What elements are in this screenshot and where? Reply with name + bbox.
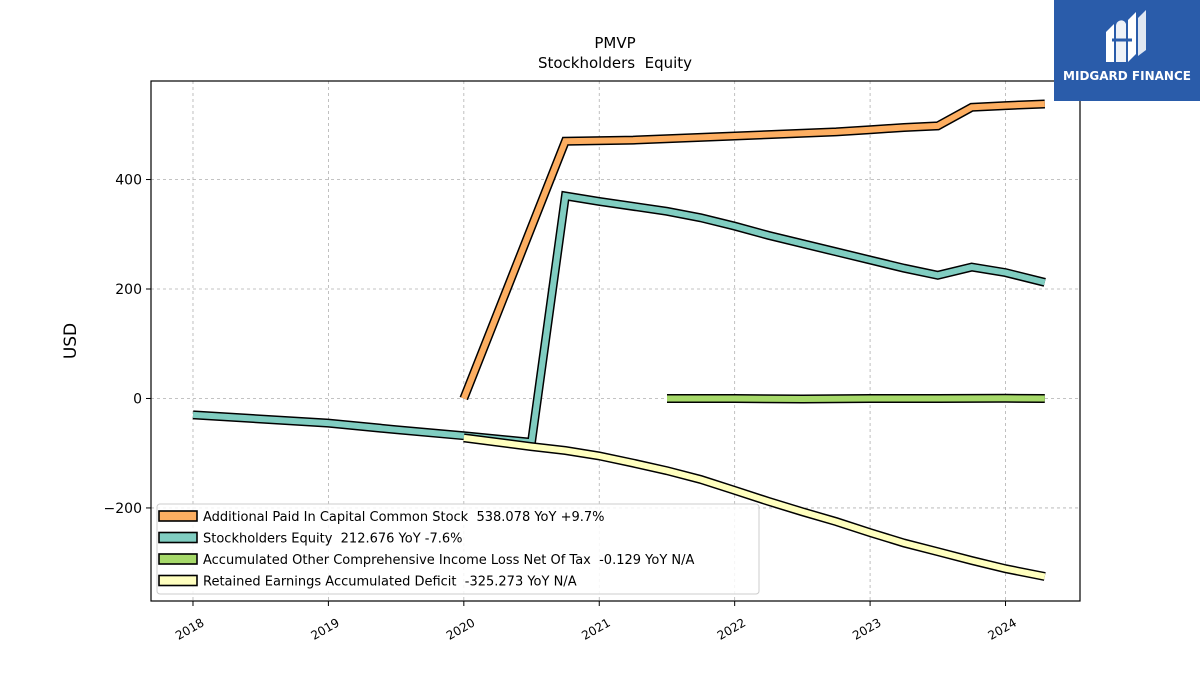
y-axis-label: USD xyxy=(61,323,81,359)
legend-entry: Additional Paid In Capital Common Stock … xyxy=(203,510,605,525)
x-tick-label: 2023 xyxy=(850,615,883,642)
series-outline xyxy=(192,190,1046,448)
series-outline xyxy=(459,99,1045,401)
series-line-3 xyxy=(667,393,1045,404)
x-axis: 2018 2019 2020 2021 2022 2023 2024 xyxy=(173,601,1019,643)
series-line-4 xyxy=(463,433,1046,581)
x-tick-label: 2024 xyxy=(986,615,1019,642)
legend-swatch xyxy=(158,574,198,587)
series-stroke xyxy=(192,192,1046,446)
x-tick-label: 2022 xyxy=(715,615,748,642)
series-layer xyxy=(192,99,1046,581)
x-tick-label: 2018 xyxy=(173,615,206,642)
x-tick-label: 2020 xyxy=(444,615,477,642)
x-tick-label: 2019 xyxy=(308,615,341,642)
chart-subtitle: Stockholders Equity xyxy=(538,54,692,72)
series-line-2 xyxy=(192,190,1046,448)
plot-frame xyxy=(150,80,1081,602)
company-logo: MIDGARD FINANCE xyxy=(1054,0,1200,101)
series-stroke xyxy=(461,101,1045,400)
legend: Additional Paid In Capital Common Stock … xyxy=(156,503,760,595)
y-tick-label: 0 xyxy=(133,391,142,407)
series-line-1 xyxy=(459,99,1045,401)
y-tick-label: −200 xyxy=(104,501,142,517)
midgard-logo-icon xyxy=(1106,10,1146,62)
y-axis: −200 0 200 400 xyxy=(104,173,151,517)
y-tick-label: 400 xyxy=(115,173,142,189)
legend-box xyxy=(156,503,760,595)
legend-swatch xyxy=(158,531,198,544)
grid xyxy=(151,81,1080,601)
x-tick-label: 2021 xyxy=(579,615,612,642)
logo-text: MIDGARD FINANCE xyxy=(1063,69,1191,83)
series-stroke xyxy=(463,434,1046,580)
legend-entry: Retained Earnings Accumulated Deficit -3… xyxy=(203,575,577,590)
legend-entry: Stockholders Equity 212.676 YoY -7.6% xyxy=(203,532,463,547)
y-tick-label: 200 xyxy=(115,282,142,298)
legend-swatch xyxy=(158,510,198,522)
series-stroke xyxy=(667,395,1045,403)
legend-swatch xyxy=(158,553,198,565)
legend-entry: Accumulated Other Comprehensive Income L… xyxy=(203,553,694,568)
chart-title: PMVP xyxy=(594,34,635,52)
